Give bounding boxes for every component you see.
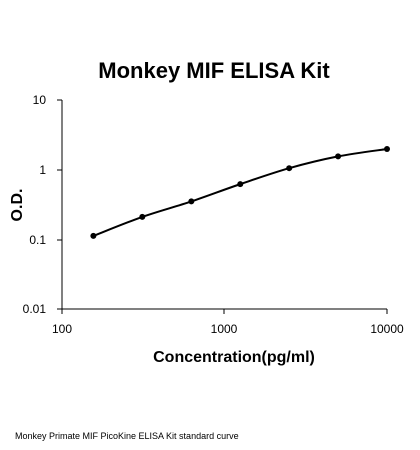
data-point-7 [384, 145, 390, 152]
plot-area [90, 145, 390, 239]
chart-canvas: Monkey MIF ELISA Kit 10 1 0.1 0.01 O.D. … [9, 58, 404, 366]
x-axis: 100 1000 10000 Concentration(pg/ml) [52, 308, 404, 366]
chart-title: Monkey MIF ELISA Kit [98, 58, 330, 83]
x-axis-label: Concentration(pg/ml) [153, 349, 315, 366]
data-point-5 [286, 165, 293, 172]
y-axis-label: O.D. [9, 189, 26, 222]
data-point-2 [139, 213, 146, 220]
x-tick-label-10000: 10000 [370, 322, 404, 336]
data-point-3 [188, 198, 195, 205]
x-tick-label-1000: 1000 [211, 322, 238, 336]
y-axis: 10 1 0.1 0.01 O.D. [9, 93, 63, 316]
x-tick-label-100: 100 [52, 322, 72, 336]
y-tick-label-1: 1 [39, 163, 46, 177]
y-tick-label-10: 10 [33, 93, 47, 107]
data-point-4 [237, 181, 244, 188]
y-tick-label-0.01: 0.01 [23, 302, 47, 316]
figure-caption: Monkey Primate MIF PicoKine ELISA Kit st… [15, 431, 239, 441]
data-point-1 [90, 232, 97, 239]
data-point-6 [335, 153, 342, 160]
y-tick-label-0.1: 0.1 [29, 233, 46, 247]
standard-curve-line [93, 148, 388, 237]
